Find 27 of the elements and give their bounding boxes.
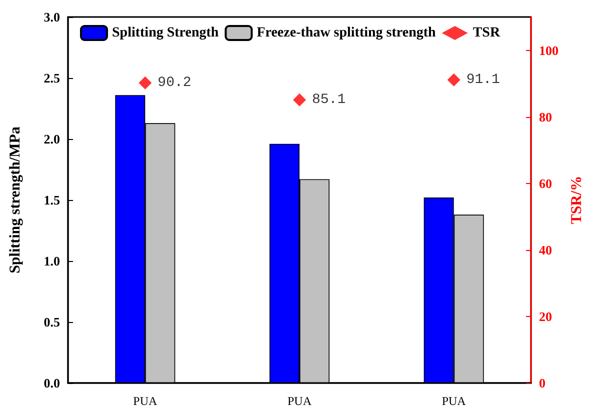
y2-tick-label: 40 <box>539 242 552 258</box>
y2-axis-title: TSR/% <box>568 176 585 224</box>
data-label: 91.1 <box>466 72 500 88</box>
y-axis-title: Splitting strength/MPa <box>8 126 24 274</box>
y2-tick-label: 0 <box>539 376 546 390</box>
y-tick-label: 1.5 <box>44 192 60 208</box>
y2-tick-label: 60 <box>539 176 552 191</box>
y-tick-label: 0.5 <box>44 314 60 330</box>
x-tick-label: PUA <box>287 394 312 408</box>
x-tick-label: PUA <box>442 394 466 408</box>
y2-tick-label: 100 <box>539 42 558 58</box>
legend-label: Freeze-thaw splitting strength <box>256 26 436 40</box>
x-tick-label: PUA <box>133 394 158 408</box>
point <box>138 76 152 90</box>
point <box>293 93 306 106</box>
data-label: 90.2 <box>158 74 192 91</box>
y-tick-label: 2.0 <box>44 132 60 146</box>
y2-tick-label: 20 <box>539 308 552 324</box>
data-label: 85.1 <box>312 92 346 108</box>
y2-tick-label: 80 <box>539 109 552 124</box>
y-tick-label: 2.5 <box>44 70 60 86</box>
legend-label: Splitting Strength <box>112 26 219 40</box>
legend-label: TSR <box>472 26 501 40</box>
point <box>447 73 460 86</box>
y-tick-label: 3.0 <box>44 10 60 24</box>
y-tick-label: 1.0 <box>44 254 60 268</box>
y-tick-label: 0.0 <box>44 376 60 390</box>
